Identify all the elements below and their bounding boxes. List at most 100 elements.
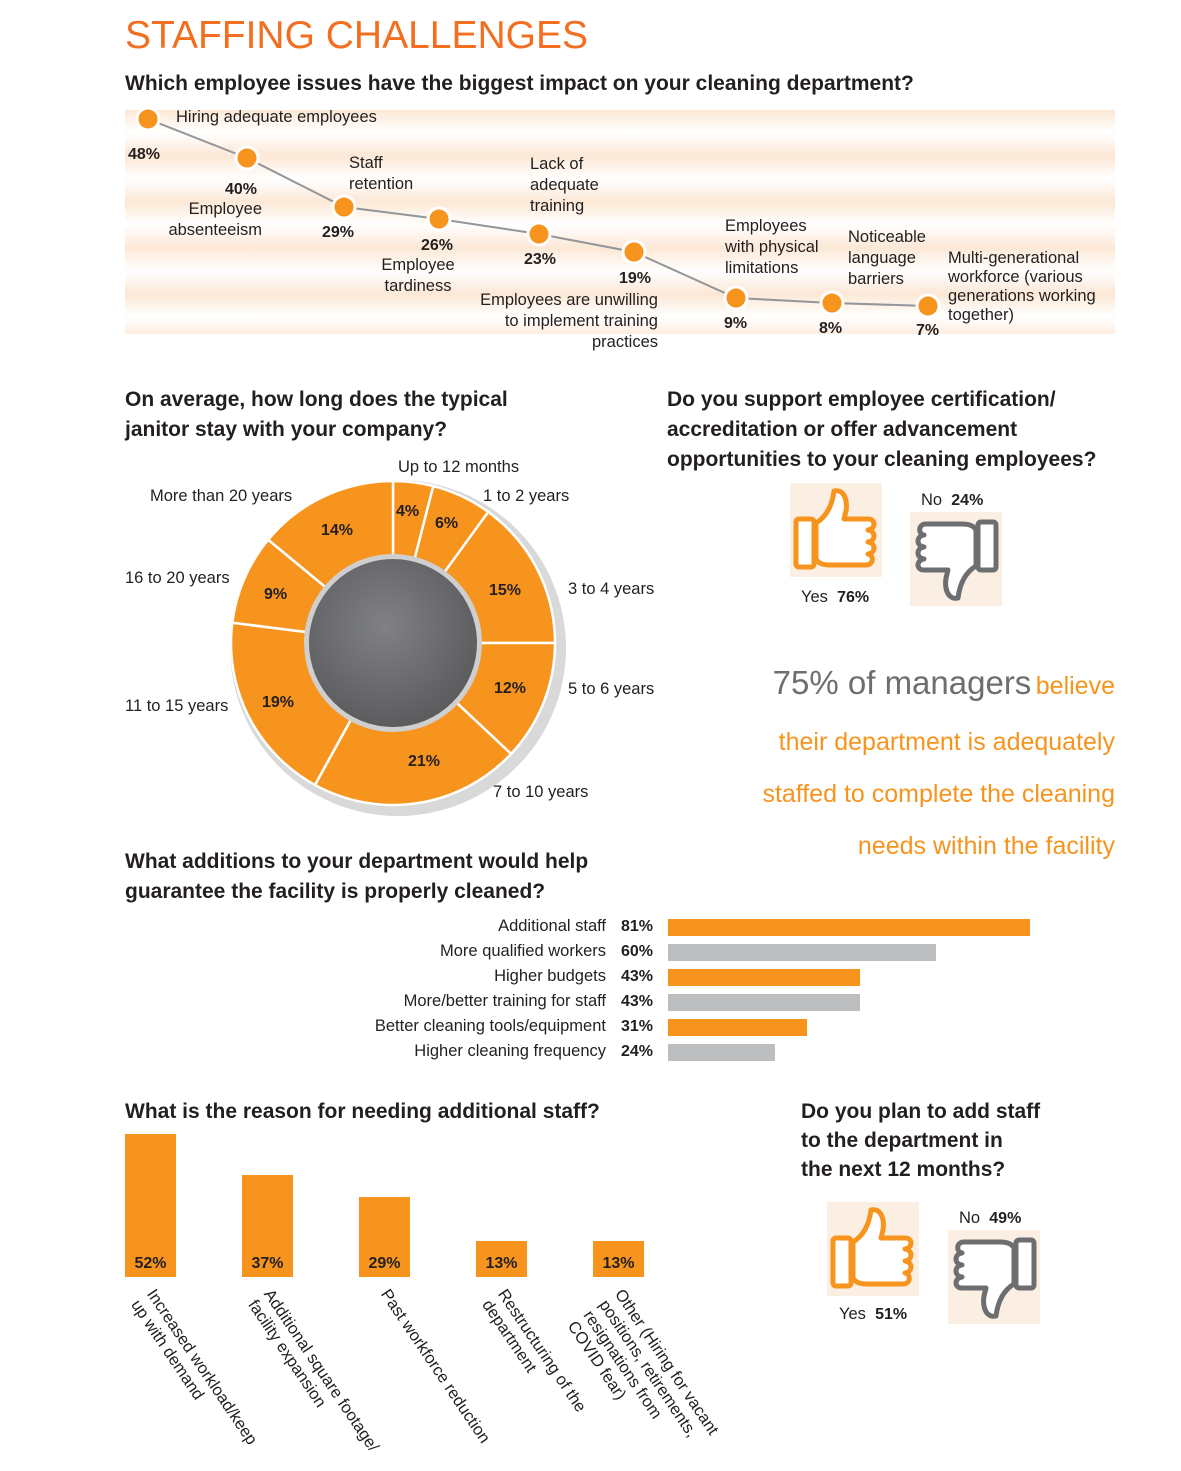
q2-pct-label: 6% — [435, 515, 459, 532]
q2-pct-label: 14% — [321, 522, 354, 539]
q3-question-line: Do you support employee certification/ — [667, 388, 1056, 411]
thumbs-down-icon — [915, 519, 999, 601]
q1-pct-label: 26% — [421, 237, 454, 254]
q6-no-pct: 49% — [989, 1210, 1022, 1227]
q5-pct-label: 37% — [251, 1255, 284, 1272]
q5-category-label: Increased workload/keep up with demand — [126, 1286, 260, 1459]
q1-pct-label: 9% — [724, 315, 748, 332]
stat-line: believe — [1035, 672, 1115, 700]
q2-pct-label: 9% — [264, 586, 288, 603]
q2-category-label: 1 to 2 years — [483, 487, 570, 505]
q5-bar — [476, 1241, 527, 1278]
q1-category-label: Employees are unwilling to implement tra… — [480, 291, 658, 351]
q6-question-line: Do you plan to add staff — [801, 1100, 1041, 1123]
q3-no-label: No 24% — [921, 490, 983, 511]
q2-category-label: More than 20 years — [150, 487, 293, 505]
q6-question-line: the next 12 months? — [801, 1158, 1006, 1181]
q4-category-label: Additional staff — [498, 917, 606, 935]
q1-category-label: Staff retention — [349, 154, 414, 193]
q1-pct-label: 8% — [819, 320, 843, 337]
q4-category-label: Higher budgets — [494, 967, 606, 985]
q4-bar — [668, 969, 861, 986]
q1-category-label: Hiring adequate employees — [176, 108, 377, 126]
q4-bar — [668, 1044, 776, 1061]
q1-category-label: Employee absenteeism — [168, 200, 262, 239]
q5-category-label: Additional square footage/facility expan… — [243, 1286, 382, 1466]
q3-yes-pct: 76% — [837, 589, 870, 606]
q4-category-label: Better cleaning tools/equipment — [374, 1017, 606, 1035]
q1-point — [819, 290, 845, 316]
q1-pct-label: 40% — [225, 181, 258, 198]
q5-pct-label: 13% — [602, 1255, 635, 1272]
q5-bar — [242, 1175, 293, 1278]
q6-question: Do you plan to add staff to the departme… — [801, 1097, 1040, 1184]
q3-question-line: opportunities to your cleaning employees… — [667, 448, 1097, 471]
q6-yes-panel — [827, 1202, 919, 1296]
q2-donut-chart — [229, 479, 566, 816]
q1-point — [723, 285, 749, 311]
q5-bar — [125, 1134, 176, 1277]
q1-point — [331, 194, 357, 220]
q1-point — [621, 239, 647, 265]
q4-bar — [668, 994, 861, 1011]
thumbs-down-icon — [953, 1237, 1037, 1319]
q1-pct-label: 19% — [619, 270, 652, 287]
q3-question: Do you support employee certification/ a… — [667, 385, 1096, 475]
q4-pct-label: 60% — [621, 943, 654, 960]
q1-category-label: Multi-generational workforce (various ge… — [948, 249, 1096, 324]
q6-no-label: No 49% — [959, 1208, 1021, 1229]
q5-category-label-line: facility expansion — [244, 1296, 330, 1411]
q5-category-label: Past workforce reduction — [376, 1286, 493, 1447]
q5-bar — [593, 1241, 644, 1278]
q2-question-line: On average, how long does the typical — [125, 388, 508, 411]
q4-category-label: More qualified workers — [440, 942, 606, 960]
q1-points — [135, 106, 941, 319]
q5-category-label: Restructuring of the department — [477, 1286, 589, 1427]
q2-category-label: 7 to 10 years — [493, 783, 589, 801]
q1-category-label: Employees with physical limitations — [725, 217, 819, 277]
q1-point — [234, 145, 260, 171]
q1-pct-label: 23% — [524, 251, 557, 268]
q1-plot-background — [125, 110, 1115, 334]
q3-question-line: accreditation or offer advancement — [667, 418, 1018, 441]
q1-line-chart — [135, 106, 941, 319]
stat-big-text: 75% of managers — [772, 664, 1032, 701]
q4-question: What additions to your department would … — [125, 847, 588, 907]
q3-yes-text: Yes — [801, 588, 828, 606]
q2-category-label: 5 to 6 years — [568, 680, 655, 698]
q1-pct-label: 29% — [322, 224, 355, 241]
q2-question: On average, how long does the typical ja… — [125, 385, 508, 445]
q5-category-label-line: Past workforce reduction — [377, 1286, 494, 1447]
q3-yes-label: Yes 76% — [801, 587, 869, 608]
q4-bar — [668, 944, 937, 961]
q6-question-line: to the department in — [801, 1129, 1003, 1152]
q6-yes-text: Yes — [839, 1305, 866, 1323]
q3-yes-panel — [790, 483, 882, 577]
q2-category-label: 3 to 4 years — [568, 580, 655, 598]
q6-yes-label: Yes 51% — [839, 1304, 907, 1325]
q4-question-line: guarantee the facility is properly clean… — [125, 880, 546, 903]
q6-yes-pct: 51% — [875, 1306, 908, 1323]
q4-pct-label: 43% — [621, 993, 654, 1010]
q2-center-disc — [309, 559, 477, 727]
q4-pct-label: 24% — [621, 1043, 654, 1060]
q4-category-label: More/better training for staff — [403, 992, 606, 1010]
stat-line: their department is adequately — [778, 728, 1115, 756]
q4-pct-label: 81% — [621, 918, 654, 935]
q4-pct-label: 31% — [621, 1018, 654, 1035]
q2-pct-label: 15% — [489, 582, 522, 599]
q4-question-line: What additions to your department would … — [125, 850, 589, 873]
manager-stat-callout: 75% of managers believe their department… — [640, 657, 1115, 872]
q6-no-text: No — [959, 1209, 981, 1227]
q5-category-label-line: Additional square footage/ — [260, 1286, 383, 1456]
q5-category-label-line: up with demand — [127, 1296, 208, 1404]
q1-category-label: Employee tardiness — [381, 256, 455, 295]
q2-category-label: 11 to 15 years — [125, 697, 229, 715]
q2-pct-label: 19% — [262, 694, 295, 711]
q3-no-panel — [910, 512, 1002, 606]
q3-no-pct: 24% — [951, 492, 984, 509]
q5-pct-label: 52% — [134, 1255, 167, 1272]
q5-category-label-line: Increased workload/keep — [143, 1286, 261, 1449]
q1-question: Which employee issues have the biggest i… — [125, 72, 914, 95]
q5-bar — [359, 1197, 410, 1278]
